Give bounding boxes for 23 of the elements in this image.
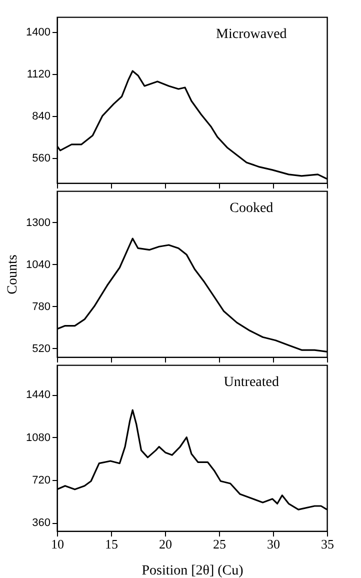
x-tick-label: 25 <box>213 536 226 552</box>
annotation: Microwaved <box>216 27 287 42</box>
y-tick-label: 780 <box>32 300 50 313</box>
y-tick-label: 560 <box>32 152 50 164</box>
y-axis-title: Counts <box>6 254 20 294</box>
y-tick-label: 840 <box>32 110 50 122</box>
y-tick-label: 1300 <box>26 216 50 229</box>
x-tick-label: 15 <box>105 536 118 552</box>
x-tick-label: 30 <box>267 536 280 552</box>
y-tick-label: 520 <box>32 342 50 355</box>
y-tick-label: 720 <box>32 474 50 486</box>
x-axis-title: Position [2θ] (Cu) <box>142 564 244 578</box>
y-tick-label: 1400 <box>26 26 50 38</box>
x-tick-label: 35 <box>321 536 334 552</box>
y-tick-label: 360 <box>32 517 50 530</box>
x-tick-label: 20 <box>159 536 172 552</box>
annotation: Cooked <box>230 201 274 216</box>
annotation: Untreated <box>224 375 279 390</box>
y-tick-label: 1440 <box>26 389 50 402</box>
x-tick-label: 10 <box>51 536 64 552</box>
y-tick-label: 1040 <box>26 258 50 271</box>
y-tick-label: 1080 <box>26 432 50 444</box>
y-tick-label: 1120 <box>26 68 50 80</box>
